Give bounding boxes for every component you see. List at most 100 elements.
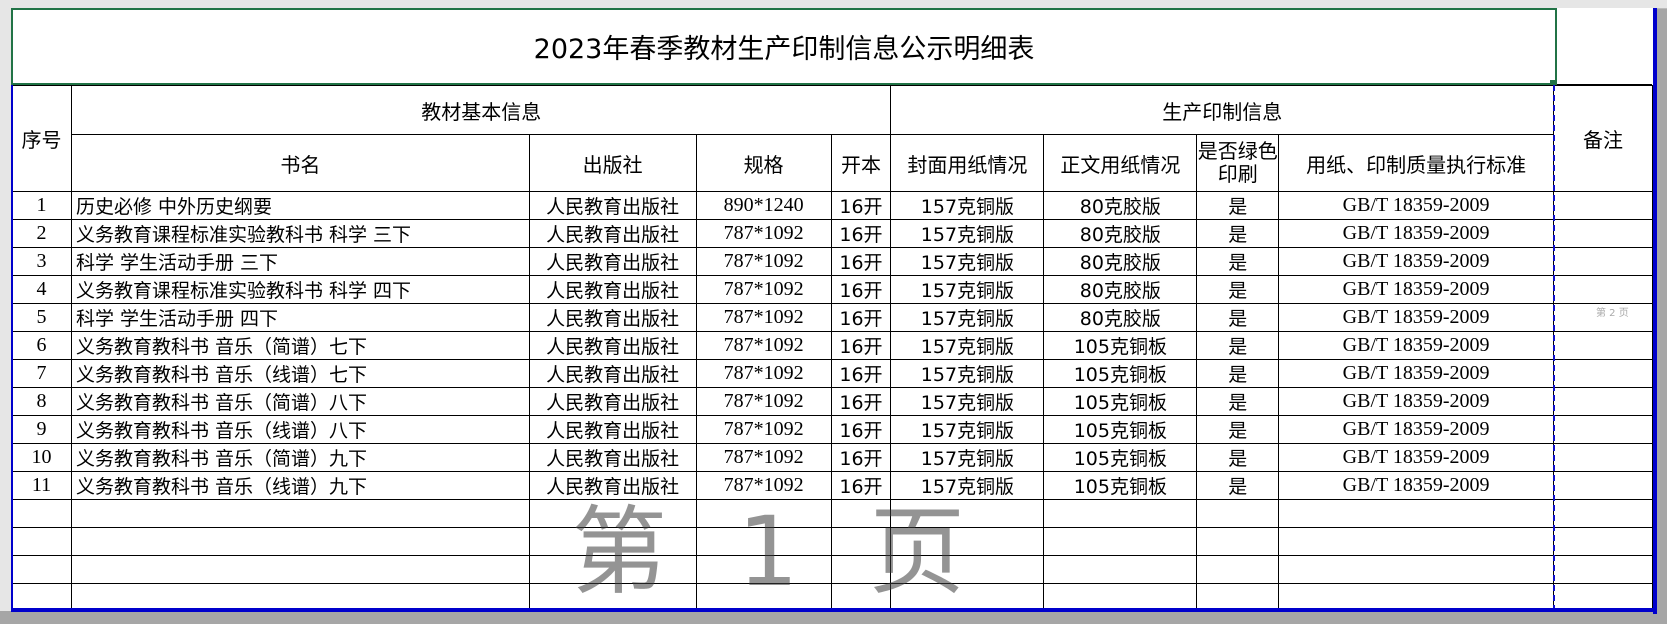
- cell-standard[interactable]: GB/T 18359-2009: [1278, 471, 1555, 500]
- header-spec[interactable]: 规格: [695, 134, 832, 192]
- cell-format[interactable]: 16开: [830, 275, 892, 304]
- cell-format[interactable]: 16开: [830, 331, 892, 360]
- cell-green[interactable]: 是: [1196, 275, 1280, 304]
- worksheet[interactable]: 2023年春季教材生产印制信息公示明细表 序号 教材基本信息 生产印制信息 备注…: [11, 8, 1653, 612]
- cell-cover[interactable]: 157克铜版: [890, 275, 1045, 304]
- empty-cell[interactable]: [528, 527, 697, 556]
- cell-publisher[interactable]: 人民教育出版社: [528, 247, 697, 276]
- header-remarks[interactable]: 备注: [1553, 85, 1653, 192]
- cell-publisher[interactable]: 人民教育出版社: [528, 359, 697, 388]
- cell-green[interactable]: 是: [1196, 247, 1280, 276]
- empty-cell[interactable]: [1043, 499, 1198, 528]
- empty-cell[interactable]: [1553, 555, 1653, 584]
- empty-cell[interactable]: [528, 499, 697, 528]
- cell-cover[interactable]: 157克铜版: [890, 415, 1045, 444]
- cell-cover[interactable]: 157克铜版: [890, 359, 1045, 388]
- cell-standard[interactable]: GB/T 18359-2009: [1278, 275, 1555, 304]
- cell-green[interactable]: 是: [1196, 387, 1280, 416]
- empty-cell[interactable]: [890, 583, 1045, 612]
- header-body-paper[interactable]: 正文用纸情况: [1043, 134, 1198, 192]
- header-cover-paper[interactable]: 封面用纸情况: [890, 134, 1045, 192]
- cell-spec[interactable]: 787*1092: [695, 331, 832, 360]
- cell-cover[interactable]: 157克铜版: [890, 303, 1045, 332]
- cell-cover[interactable]: 157克铜版: [890, 443, 1045, 472]
- header-standard[interactable]: 用纸、印制质量执行标准: [1278, 134, 1555, 192]
- empty-cell[interactable]: [11, 555, 72, 584]
- cell-seq[interactable]: 9: [11, 415, 72, 444]
- cell-spec[interactable]: 787*1092: [695, 303, 832, 332]
- cell-body[interactable]: 80克胶版: [1043, 247, 1198, 276]
- cell-name[interactable]: 义务教育课程标准实验教科书 科学 四下: [70, 275, 530, 304]
- cell-name[interactable]: 义务教育教科书 音乐（线谱）八下: [70, 415, 530, 444]
- cell-spec[interactable]: 787*1092: [695, 275, 832, 304]
- header-group-print[interactable]: 生产印制信息: [890, 85, 1555, 135]
- empty-cell[interactable]: [528, 583, 697, 612]
- cell-remarks[interactable]: [1553, 443, 1653, 472]
- empty-cell[interactable]: [890, 499, 1045, 528]
- cell-name[interactable]: 义务教育教科书 音乐（简谱）七下: [70, 331, 530, 360]
- cell-green[interactable]: 是: [1196, 303, 1280, 332]
- cell-format[interactable]: 16开: [830, 191, 892, 220]
- cell-format[interactable]: 16开: [830, 471, 892, 500]
- cell-body[interactable]: 105克铜板: [1043, 415, 1198, 444]
- cell-seq[interactable]: 6: [11, 331, 72, 360]
- cell-spec[interactable]: 787*1092: [695, 471, 832, 500]
- empty-cell[interactable]: [1043, 527, 1198, 556]
- header-green-print[interactable]: 是否绿色印刷: [1196, 134, 1280, 192]
- cell-spec[interactable]: 787*1092: [695, 219, 832, 248]
- cell-body[interactable]: 80克胶版: [1043, 219, 1198, 248]
- empty-cell[interactable]: [1553, 583, 1653, 612]
- empty-cell[interactable]: [1278, 527, 1555, 556]
- cell-remarks[interactable]: [1553, 247, 1653, 276]
- cell-spec[interactable]: 787*1092: [695, 387, 832, 416]
- empty-cell[interactable]: [1196, 527, 1280, 556]
- cell-body[interactable]: 80克胶版: [1043, 275, 1198, 304]
- empty-cell[interactable]: [890, 555, 1045, 584]
- cell-name[interactable]: 科学 学生活动手册 四下: [70, 303, 530, 332]
- cell-format[interactable]: 16开: [830, 387, 892, 416]
- cell-format[interactable]: 16开: [830, 359, 892, 388]
- empty-cell[interactable]: [1043, 583, 1198, 612]
- header-book-name[interactable]: 书名: [70, 134, 530, 192]
- cell-format[interactable]: 16开: [830, 219, 892, 248]
- cell-format[interactable]: 16开: [830, 247, 892, 276]
- empty-cell[interactable]: [830, 583, 892, 612]
- cell-remarks[interactable]: [1553, 303, 1653, 332]
- cell-format[interactable]: 16开: [830, 415, 892, 444]
- empty-cell[interactable]: [70, 527, 530, 556]
- cell-cover[interactable]: 157克铜版: [890, 387, 1045, 416]
- cell-standard[interactable]: GB/T 18359-2009: [1278, 443, 1555, 472]
- cell-body[interactable]: 80克胶版: [1043, 191, 1198, 220]
- empty-cell[interactable]: [1043, 555, 1198, 584]
- cell-publisher[interactable]: 人民教育出版社: [528, 275, 697, 304]
- cell-format[interactable]: 16开: [830, 443, 892, 472]
- cell-body[interactable]: 80克胶版: [1043, 303, 1198, 332]
- cell-name[interactable]: 科学 学生活动手册 三下: [70, 247, 530, 276]
- header-seq[interactable]: 序号: [11, 85, 72, 192]
- cell-green[interactable]: 是: [1196, 471, 1280, 500]
- cell-standard[interactable]: GB/T 18359-2009: [1278, 331, 1555, 360]
- cell-publisher[interactable]: 人民教育出版社: [528, 219, 697, 248]
- empty-cell[interactable]: [830, 527, 892, 556]
- cell-seq[interactable]: 8: [11, 387, 72, 416]
- cell-seq[interactable]: 1: [11, 191, 72, 220]
- cell-publisher[interactable]: 人民教育出版社: [528, 387, 697, 416]
- cell-remarks[interactable]: [1553, 471, 1653, 500]
- cell-seq[interactable]: 10: [11, 443, 72, 472]
- cell-standard[interactable]: GB/T 18359-2009: [1278, 387, 1555, 416]
- cell-green[interactable]: 是: [1196, 415, 1280, 444]
- cell-publisher[interactable]: 人民教育出版社: [528, 331, 697, 360]
- empty-cell[interactable]: [1196, 583, 1280, 612]
- empty-cell[interactable]: [11, 499, 72, 528]
- cell-green[interactable]: 是: [1196, 331, 1280, 360]
- cell-name[interactable]: 义务教育教科书 音乐（线谱）九下: [70, 471, 530, 500]
- cell-body[interactable]: 105克铜板: [1043, 387, 1198, 416]
- cell-remarks[interactable]: [1553, 359, 1653, 388]
- empty-cell[interactable]: [528, 555, 697, 584]
- empty-cell[interactable]: [695, 499, 832, 528]
- empty-cell[interactable]: [70, 499, 530, 528]
- fill-handle[interactable]: [1550, 80, 1556, 86]
- cell-green[interactable]: 是: [1196, 191, 1280, 220]
- cell-standard[interactable]: GB/T 18359-2009: [1278, 219, 1555, 248]
- empty-cell[interactable]: [1196, 555, 1280, 584]
